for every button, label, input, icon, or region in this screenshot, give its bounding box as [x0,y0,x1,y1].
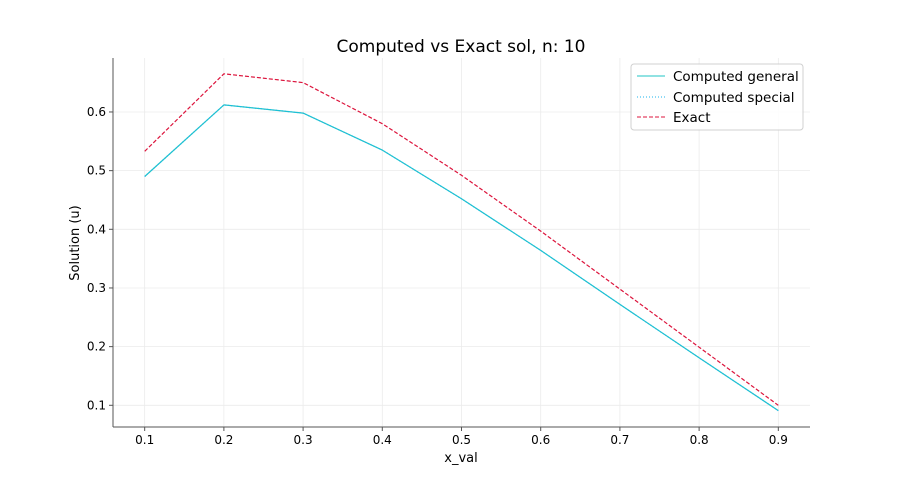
x-tick-label: 0.2 [214,433,233,447]
legend: Computed general Computed special Exact [630,63,804,131]
ticks: 0.1 0.2 0.3 0.4 0.5 0.6 0.7 0.8 0.9 0.1 0.2 0.3 0.4 0… [87,105,788,447]
y-tick-label: 0.1 [87,398,106,412]
x-tick-label: 0.7 [610,433,629,447]
grid [113,58,810,427]
x-tick-label: 0.6 [531,433,550,447]
series-line-computed-special [144,104,779,412]
legend-label-exact: Exact [673,110,711,126]
x-axis-title: x_val [444,451,477,466]
legend-label-computed-general: Computed general [673,69,799,85]
x-tick-label: 0.4 [373,433,392,447]
y-tick-label: 0.4 [87,222,106,236]
x-tick-label: 0.8 [690,433,709,447]
y-tick-label: 0.3 [87,281,106,295]
y-tick-label: 0.5 [87,164,106,178]
legend-label-computed-special: Computed special [673,90,795,106]
x-tick-label: 0.5 [452,433,471,447]
series-line-exact [144,73,779,406]
series-lines [144,73,779,412]
x-tick-label: 0.3 [294,433,313,447]
y-axis-title: Solution (u) [68,205,83,280]
chart-title: Computed vs Exact sol, n: 10 [337,37,586,57]
x-tick-label: 0.1 [135,433,154,447]
legend-frame [630,63,804,131]
y-tick-label: 0.6 [87,105,106,119]
y-tick-label: 0.2 [87,340,106,354]
x-tick-label: 0.9 [769,433,788,447]
